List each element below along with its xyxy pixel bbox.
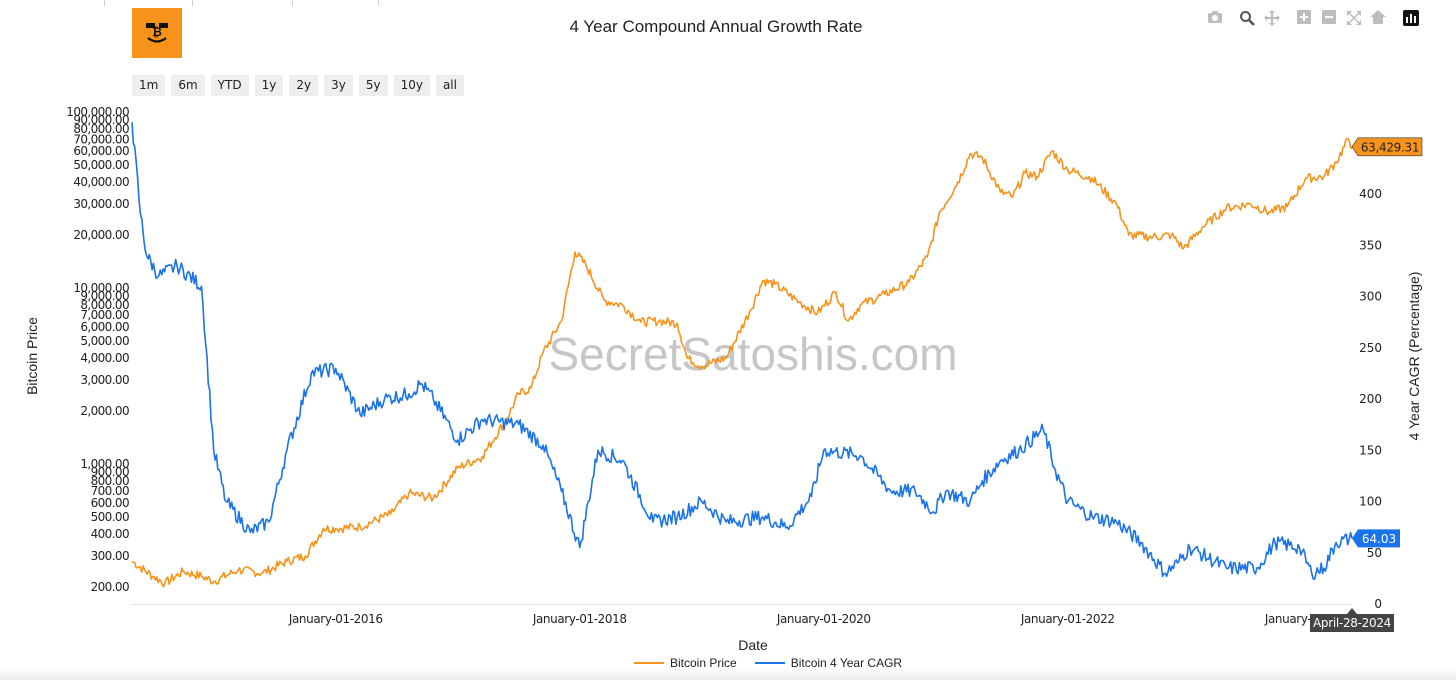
y-right-tick-label: 250 <box>1359 341 1382 355</box>
x-tick-label: January-01-2022 <box>1020 612 1115 626</box>
y-left-tick-label: 200.00 <box>91 580 129 594</box>
zoom-in-icon[interactable] <box>1295 10 1313 28</box>
y-right-tick-label: 400 <box>1359 187 1382 201</box>
y-left-tick-label: 1,000.00 <box>80 457 129 471</box>
autoscale-icon[interactable] <box>1345 10 1363 28</box>
x-tick-label: January-01-2018 <box>532 612 627 626</box>
legend-swatch-price <box>634 662 664 664</box>
hover-label-date-box <box>1310 608 1394 632</box>
series-line-bitcoin-cagr[interactable] <box>131 122 1353 581</box>
y-left-tick-label: 90,000.00 <box>73 113 129 127</box>
y-axis-right-label: 4 Year CAGR (Percentage) <box>1406 271 1422 441</box>
y-right-tick-label: 200 <box>1359 392 1382 406</box>
legend-swatch-cagr <box>754 662 785 664</box>
x-tick-label: January-01-2016 <box>288 612 383 626</box>
hover-label-date-text: April-28-2024 <box>1313 616 1391 630</box>
y-left-tick-label: 8,000.00 <box>80 298 129 312</box>
camera-icon[interactable] <box>1206 10 1224 28</box>
y-left-tick-label: 300.00 <box>91 549 129 563</box>
y-axis-left-label: Bitcoin Price <box>24 317 40 395</box>
zoom-out-icon[interactable] <box>1320 10 1338 28</box>
range-button-1y[interactable]: 1y <box>254 75 284 96</box>
y-left-tick-label: 500.00 <box>91 510 129 524</box>
y-left-tick-label: 70,000.00 <box>73 132 129 146</box>
svg-text:₿: ₿ <box>152 25 162 39</box>
range-button-10y[interactable]: 10y <box>393 75 430 96</box>
y-right-tick-label: 0 <box>1374 597 1382 611</box>
range-button-2y[interactable]: 2y <box>289 75 319 96</box>
home-icon[interactable] <box>1369 10 1387 28</box>
y-right-tick-label: 50 <box>1367 546 1382 560</box>
y-right-tick-label: 350 <box>1359 238 1382 252</box>
browser-tab-strip <box>0 0 1456 6</box>
hover-label-price: 63,429.31 <box>1351 137 1423 157</box>
pan-icon[interactable] <box>1263 10 1281 28</box>
y-left-tick-label: 800.00 <box>91 474 129 488</box>
hover-label-cagr-box <box>1352 529 1400 548</box>
range-button-5y[interactable]: 5y <box>358 75 388 96</box>
legend-item-price[interactable]: Bitcoin Price <box>634 656 737 670</box>
y-left-tick-label: 30,000.00 <box>73 197 129 211</box>
y-left-tick-label: 700.00 <box>91 484 129 498</box>
hover-label-date: April-28-2024 <box>1310 608 1394 632</box>
chart-title: 4 Year Compound Annual Growth Rate <box>569 17 863 36</box>
y-left-tick-label: 400.00 <box>91 527 129 541</box>
y-left-tick-label: 2,000.00 <box>80 404 129 418</box>
range-button-1m[interactable]: 1m <box>132 75 166 96</box>
bitcoin-face-icon: ₿ <box>146 23 168 43</box>
x-axis-label: Date <box>738 637 768 653</box>
y-left-tick-label: 40,000.00 <box>73 175 129 189</box>
x-tick-label: January-01-2020 <box>776 612 871 626</box>
range-button-ytd[interactable]: YTD <box>210 75 249 96</box>
y-right-tick-label: 150 <box>1359 443 1382 457</box>
y-left-tick-label: 50,000.00 <box>73 158 129 172</box>
plotly-logo-icon[interactable] <box>1402 10 1420 28</box>
range-button-all[interactable]: all <box>435 75 464 96</box>
y-left-tick-label: 100,000.00 <box>66 105 129 119</box>
y-left-tick-label: 5,000.00 <box>80 334 129 348</box>
series-line-bitcoin-price[interactable] <box>131 137 1353 588</box>
y-left-tick-label: 900.00 <box>91 465 129 479</box>
y-left-tick-label: 3,000.00 <box>80 373 129 387</box>
y-left-tick-label: 20,000.00 <box>73 228 129 242</box>
window-bottom-shadow <box>0 668 1456 680</box>
range-selector: 1m 6m YTD 1y 2y 3y 5y 10y all <box>132 75 464 96</box>
y-left-tick-label: 600.00 <box>91 496 129 510</box>
y-left-tick-label: 60,000.00 <box>73 144 129 158</box>
watermark: SecretSatoshis.com <box>548 328 957 380</box>
hover-label-price-box <box>1351 137 1423 157</box>
brand-logo[interactable]: ₿ <box>132 8 182 58</box>
y-left-tick-label: 80,000.00 <box>73 122 129 136</box>
hover-label-price-text: 63,429.31 <box>1361 140 1419 154</box>
y-left-tick-label: 6,000.00 <box>80 320 129 334</box>
y-right-tick-label: 100 <box>1359 495 1382 509</box>
y-left-tick-label: 4,000.00 <box>80 351 129 365</box>
chart-legend: Bitcoin Price Bitcoin 4 Year CAGR <box>634 656 920 670</box>
legend-label-price: Bitcoin Price <box>670 656 737 670</box>
hover-label-cagr: 64.03 <box>1352 529 1400 548</box>
legend-item-cagr[interactable]: Bitcoin 4 Year CAGR <box>754 656 903 670</box>
hover-label-cagr-text: 64.03 <box>1362 532 1396 546</box>
y-left-tick-label: 7,000.00 <box>80 308 129 322</box>
y-left-tick-label: 9,000.00 <box>80 289 129 303</box>
zoom-icon[interactable] <box>1238 10 1256 28</box>
y-left-tick-label: 10,000.00 <box>73 281 129 295</box>
range-button-6m[interactable]: 6m <box>171 75 205 96</box>
legend-label-cagr: Bitcoin 4 Year CAGR <box>790 656 903 670</box>
y-right-tick-label: 300 <box>1359 290 1382 304</box>
range-button-3y[interactable]: 3y <box>324 75 353 96</box>
